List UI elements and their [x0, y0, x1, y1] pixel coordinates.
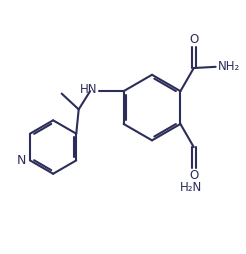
Text: O: O [189, 169, 199, 182]
Text: O: O [189, 33, 199, 46]
Text: H₂N: H₂N [180, 181, 202, 194]
Text: NH₂: NH₂ [217, 60, 240, 73]
Text: HN: HN [80, 84, 97, 97]
Text: N: N [17, 154, 26, 167]
